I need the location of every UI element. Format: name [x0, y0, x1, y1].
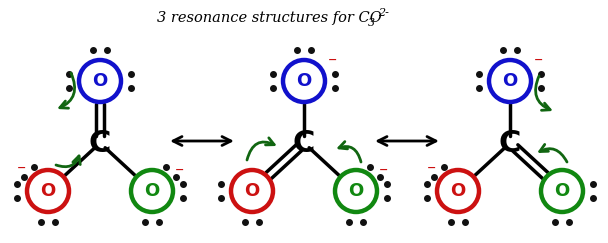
Text: O: O [92, 72, 108, 90]
Text: −: − [17, 163, 27, 173]
Text: O: O [502, 72, 517, 90]
Text: C: C [499, 129, 521, 157]
Text: O: O [348, 182, 364, 200]
Text: −: − [534, 55, 544, 65]
Text: −: − [427, 163, 437, 173]
Text: −: − [328, 55, 337, 65]
Text: O: O [554, 182, 570, 200]
Text: O: O [296, 72, 312, 90]
Text: O: O [244, 182, 260, 200]
Text: 3: 3 [367, 18, 375, 28]
Text: 3 resonance structures for CO: 3 resonance structures for CO [157, 11, 381, 25]
Text: O: O [451, 182, 466, 200]
Text: −: − [175, 165, 185, 175]
Text: C: C [293, 129, 315, 157]
Text: 2-: 2- [378, 8, 389, 18]
Text: C: C [89, 129, 111, 157]
Text: O: O [144, 182, 160, 200]
Text: −: − [379, 165, 389, 175]
Text: O: O [40, 182, 55, 200]
